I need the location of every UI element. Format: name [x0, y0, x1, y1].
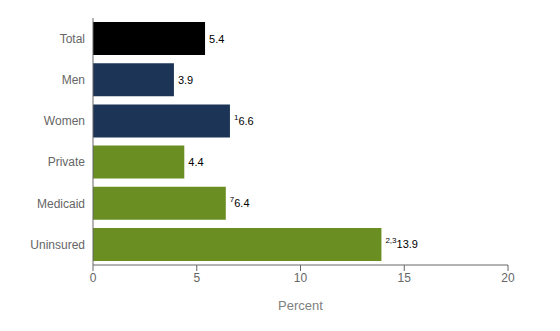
- svg-text:76.4: 76.4: [230, 195, 250, 210]
- svg-text:Percent: Percent: [278, 298, 323, 313]
- svg-text:4.4: 4.4: [188, 156, 203, 168]
- svg-text:Uninsured: Uninsured: [30, 238, 85, 252]
- svg-text:Men: Men: [62, 73, 85, 87]
- svg-text:Private: Private: [48, 155, 86, 169]
- svg-text:16.6: 16.6: [234, 112, 254, 127]
- svg-text:2,313.9: 2,313.9: [385, 236, 418, 251]
- svg-text:20: 20: [501, 271, 515, 285]
- svg-text:3.9: 3.9: [178, 74, 193, 86]
- svg-text:10: 10: [294, 271, 308, 285]
- svg-text:0: 0: [90, 271, 97, 285]
- svg-text:15: 15: [398, 271, 412, 285]
- svg-text:Women: Women: [44, 114, 85, 128]
- svg-text:Total: Total: [60, 32, 85, 46]
- svg-text:5: 5: [193, 271, 200, 285]
- svg-text:Medicaid: Medicaid: [37, 197, 85, 211]
- svg-text:5.4: 5.4: [209, 33, 224, 45]
